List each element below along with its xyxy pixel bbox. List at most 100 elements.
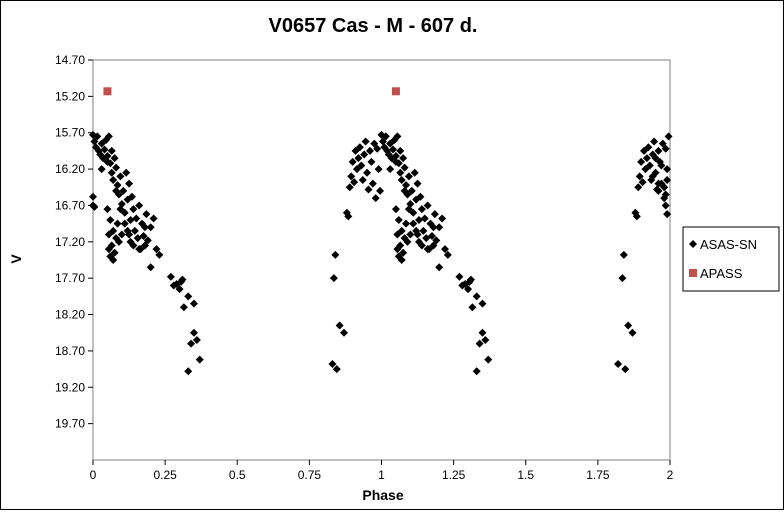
point-asas-sn (396, 168, 405, 177)
point-asas-sn (614, 360, 623, 368)
point-asas-sn (184, 292, 193, 301)
point-asas-sn (440, 245, 449, 254)
point-asas-sn (430, 210, 439, 219)
point-asas-sn (635, 172, 644, 181)
point-asas-sn (93, 132, 102, 141)
point-asas-sn (189, 299, 198, 308)
point-asas-sn (360, 150, 369, 159)
point-asas-sn (650, 137, 659, 146)
point-asas-sn (417, 205, 426, 214)
point-asas-sn (438, 214, 447, 223)
point-asas-sn (381, 132, 390, 141)
point-asas-sn (120, 219, 129, 228)
point-asas-sn (135, 245, 144, 254)
point-asas-sn (374, 165, 383, 174)
point-asas-sn (89, 192, 97, 201)
point-asas-sn (155, 250, 164, 259)
point-asas-sn (663, 165, 672, 174)
point-asas-sn (354, 154, 363, 163)
point-asas-sn (135, 201, 144, 210)
point-asas-sn (654, 179, 663, 188)
point-asas-sn (435, 223, 444, 232)
point-asas-sn (651, 154, 660, 163)
point-asas-sn (663, 210, 672, 219)
point-asas-sn (416, 192, 425, 201)
point-asas-sn (644, 143, 653, 152)
point-asas-sn (464, 285, 473, 294)
point-asas-sn (371, 194, 380, 203)
point-asas-sn (410, 168, 419, 177)
point-asas-sn (179, 303, 188, 312)
point-asas-sn (628, 328, 637, 337)
y-tick-label: 19.70 (55, 417, 85, 431)
point-asas-sn (393, 132, 402, 141)
point-asas-sn (396, 146, 405, 155)
point-asas-sn (429, 223, 438, 232)
point-asas-sn (481, 336, 490, 344)
point-asas-sn (660, 183, 669, 192)
point-asas-sn (391, 205, 400, 214)
point-asas-sn (113, 181, 122, 190)
point-apass (391, 87, 400, 96)
point-asas-sn (110, 154, 119, 163)
point-asas-sn (361, 137, 370, 146)
point-asas-sn (406, 230, 415, 239)
point-asas-sn (478, 328, 487, 337)
point-asas-sn (348, 157, 357, 166)
point-asas-sn (195, 355, 204, 364)
point-asas-sn (112, 186, 121, 195)
point-asas-sn (109, 176, 118, 184)
point-asas-sn (402, 219, 411, 228)
point-asas-sn (417, 241, 426, 250)
point-asas-sn (344, 212, 353, 221)
point-asas-sn (104, 245, 113, 254)
point-asas-sn (472, 292, 481, 301)
point-apass (103, 87, 112, 96)
chart-title: V0657 Cas - M - 607 d. (269, 15, 478, 37)
point-asas-sn (152, 245, 161, 254)
point-asas-sn (142, 210, 151, 219)
point-asas-sn (363, 168, 372, 177)
y-tick-label: 18.20 (55, 308, 85, 322)
point-asas-sn (347, 172, 356, 181)
y-tick-label: 15.20 (55, 89, 85, 103)
point-asas-sn (663, 176, 672, 184)
point-asas-sn (357, 161, 366, 170)
point-asas-sn (109, 256, 118, 264)
point-asas-sn (127, 192, 136, 201)
point-asas-sn (178, 275, 187, 284)
point-asas-sn (149, 214, 158, 223)
point-asas-sn (409, 219, 418, 228)
x-tick-label: 2 (667, 468, 674, 482)
point-asas-sn (661, 144, 670, 153)
point-asas-sn (637, 157, 646, 166)
point-asas-sn (645, 161, 654, 170)
y-tick-label: 17.20 (55, 235, 85, 249)
point-asas-sn (415, 216, 424, 224)
point-asas-sn (107, 168, 116, 177)
x-tick-label: 1 (378, 468, 385, 482)
point-asas-sn (166, 272, 175, 281)
point-asas-sn (468, 303, 477, 312)
point-asas-sn (331, 250, 340, 259)
point-asas-sn (328, 360, 337, 368)
point-asas-sn (466, 275, 475, 284)
point-asas-sn (400, 163, 409, 172)
point-asas-sn (391, 157, 400, 166)
point-asas-sn (335, 321, 344, 330)
y-tick-label: 14.70 (55, 53, 85, 67)
point-asas-sn (389, 145, 398, 154)
point-asas-sn (478, 299, 487, 308)
point-asas-sn (339, 328, 348, 337)
y-tick-label: 18.70 (55, 344, 85, 358)
point-asas-sn (113, 219, 122, 228)
data-points (89, 87, 673, 376)
point-asas-sn (443, 250, 452, 259)
point-asas-sn (404, 172, 413, 181)
point-asas-sn (140, 223, 149, 232)
point-asas-sn (661, 201, 670, 210)
point-asas-sn (110, 248, 119, 257)
point-asas-sn (632, 212, 641, 221)
point-asas-sn (420, 214, 429, 223)
x-axis: 0 0.25 0.5 0.75 1 1.25 1.5 1.75 2 (90, 460, 674, 482)
